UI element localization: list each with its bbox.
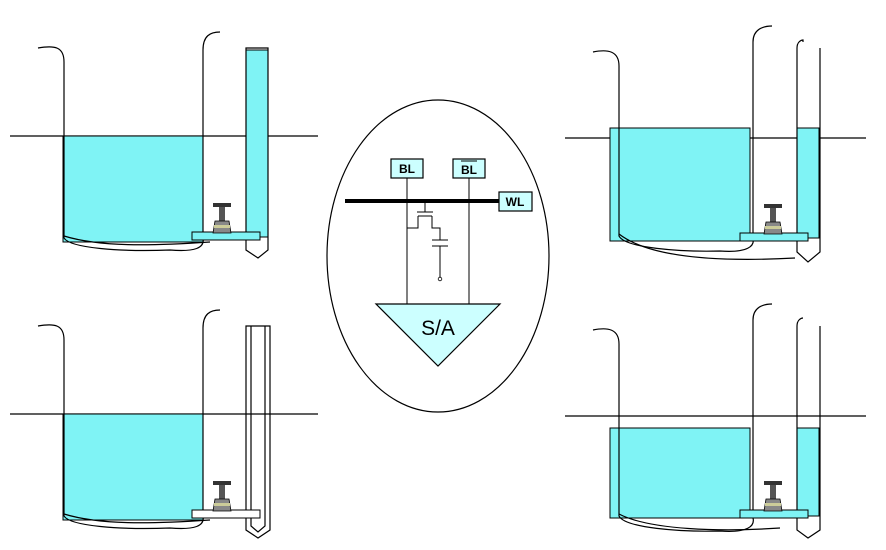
bitline-tube-outline — [796, 317, 821, 539]
bl-label: BL — [399, 162, 415, 176]
main-tank-bottom-curve — [618, 233, 796, 260]
main-tank-outline — [592, 25, 773, 252]
circuit-oval — [326, 99, 550, 413]
panel-bottom-left — [10, 309, 318, 539]
bitline-tube-inner — [250, 326, 266, 533]
main-tank-bottom-curve — [63, 235, 211, 246]
bitline-tube-outline — [245, 47, 269, 259]
blbar-label: BL — [461, 163, 477, 177]
main-tank-water — [609, 127, 751, 242]
bitline-tube-water — [796, 127, 820, 239]
panel-top-left — [10, 31, 318, 259]
valve-icon — [212, 203, 232, 234]
main-tank-water — [62, 413, 204, 521]
bitline-tube-water — [245, 49, 269, 238]
bitline-tube-outline — [796, 39, 821, 263]
sense-amplifier — [374, 303, 502, 367]
dram-circuit-schematic: BL BL WL S/A — [326, 99, 550, 413]
main-tank-water — [609, 427, 751, 519]
sense-amplifier-label: S/A — [421, 317, 455, 340]
panel-bottom-right — [565, 303, 866, 539]
wl-label-box — [498, 191, 533, 212]
bitline-tube-outline — [245, 325, 271, 539]
panel-top-right — [565, 25, 866, 263]
bl-label-box — [390, 158, 424, 179]
main-tank-outline — [592, 303, 773, 532]
main-tank-outline — [37, 31, 221, 252]
valve-icon — [763, 481, 783, 512]
valve-icon — [212, 481, 232, 512]
valve-icon — [763, 204, 783, 235]
capacitor-ground — [437, 276, 443, 282]
main-tank-outline — [37, 309, 221, 530]
main-tank-bottom-curve — [618, 513, 781, 531]
storage-capacitor — [432, 239, 448, 277]
main-tank-bottom-curve — [63, 513, 211, 524]
wl-label: WL — [506, 195, 525, 209]
blbar-label-box — [452, 158, 486, 179]
bitline-tube-water — [796, 427, 820, 517]
main-tank-water — [62, 135, 204, 243]
access-transistor — [407, 201, 441, 240]
